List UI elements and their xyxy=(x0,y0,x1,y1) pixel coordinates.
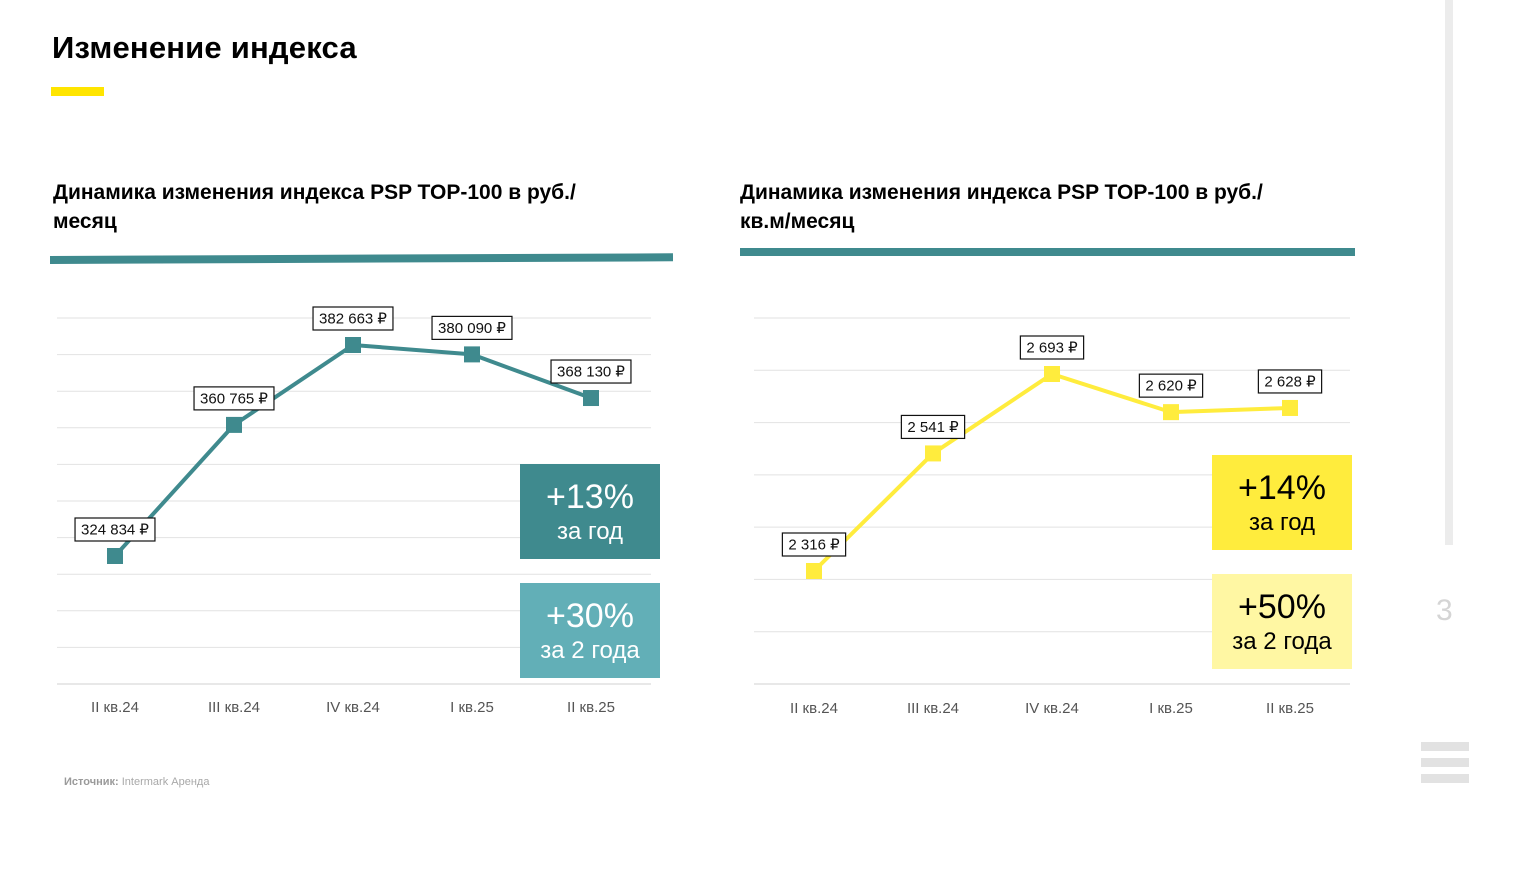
chart-1-point xyxy=(107,548,123,564)
chart-2-data-label: 2 541 ₽ xyxy=(907,419,959,436)
chart-1-data-label: 380 090 ₽ xyxy=(438,320,506,337)
chart-1-data-label-box xyxy=(193,386,275,411)
chart-2-point xyxy=(925,445,941,462)
chart-1-badge-2years-pct: +30% xyxy=(546,596,634,635)
chart-2-badge-year-pct: +14% xyxy=(1238,468,1326,507)
chart-1-point xyxy=(226,416,242,433)
chart-2-data-label: 2 620 ₽ xyxy=(1145,378,1197,395)
chart-2-badge-year-label: за год xyxy=(1248,508,1316,536)
chart-1-point xyxy=(464,346,480,363)
menu-icon[interactable] xyxy=(1421,742,1469,790)
chart-1-data-label-box xyxy=(74,517,156,542)
chart-2-data-label-box xyxy=(1257,369,1323,394)
chart-1-x-tick-label: II кв.25 xyxy=(567,699,615,716)
chart-1-title: Динамика изменения индекса PSP TOP-100 в… xyxy=(53,181,576,233)
chart-1-point xyxy=(345,337,361,353)
chart-1-badge-2years: +30% за 2 года xyxy=(520,583,660,678)
chart-2-badge-2years-pct: +50% xyxy=(1238,587,1326,626)
title-accent-bar xyxy=(51,87,104,96)
chart-2-point xyxy=(1163,404,1179,421)
chart-2-data-label: 2 693 ₽ xyxy=(1026,340,1078,357)
chart-2-point xyxy=(806,563,822,579)
chart-1-badge-2years-label: за 2 года xyxy=(540,636,640,664)
chart-1-badge-year-label: за год xyxy=(556,517,624,545)
page-title: Изменение индекса xyxy=(52,30,357,65)
chart-1-data-label: 360 765 ₽ xyxy=(200,390,268,407)
chart-2-data-label-box xyxy=(900,414,966,440)
chart-2-x-tick-label: IV кв.24 xyxy=(1025,700,1079,717)
chart-2-data-label-box xyxy=(1138,373,1204,398)
source-note: Источник: Intermark Аренда xyxy=(64,776,209,788)
chart-2-data-label-box xyxy=(781,532,847,557)
chart-1-data-label-box xyxy=(312,306,394,331)
chart-1-badge-year-pct: +13% xyxy=(546,477,634,516)
chart-2-x-tick-label: II кв.24 xyxy=(790,700,838,717)
chart-2-x-tick-label: II кв.25 xyxy=(1266,700,1314,717)
chart-2-data-label: 2 628 ₽ xyxy=(1264,373,1316,390)
right-rail xyxy=(1445,0,1453,545)
chart-2-data-label: 2 316 ₽ xyxy=(788,537,840,554)
chart-1-point xyxy=(583,390,599,407)
chart-1-x-tick-label: I кв.25 xyxy=(450,699,494,716)
chart-1-x-tick-label: III кв.24 xyxy=(208,699,260,716)
chart-2-point xyxy=(1282,399,1298,416)
chart-2-point xyxy=(1044,366,1060,382)
source-value: Intermark Аренда xyxy=(121,776,210,788)
chart-2-rule xyxy=(740,248,1355,256)
page-number: 3 xyxy=(1436,594,1453,627)
chart-1-data-label: 382 663 ₽ xyxy=(319,311,387,328)
chart-1-x-tick-label: II кв.24 xyxy=(91,699,139,716)
chart-1-data-label: 324 834 ₽ xyxy=(81,522,149,539)
source-label: Источник: xyxy=(64,776,119,788)
chart-1-x-tick-label: IV кв.24 xyxy=(326,699,380,716)
chart-1-data-label-box xyxy=(550,359,632,384)
chart-2-badge-2years-label: за 2 года xyxy=(1232,627,1332,655)
chart-2-x-tick-label: III кв.24 xyxy=(907,700,959,717)
chart-1-data-label: 368 130 ₽ xyxy=(557,364,625,381)
chart-1-badge-year: +13% за год xyxy=(520,464,660,559)
chart-1-data-label-box xyxy=(431,315,513,340)
chart-2-badge-year: +14% за год xyxy=(1212,455,1352,550)
chart-2-badge-2years: +50% за 2 года xyxy=(1212,574,1352,669)
chart-2-data-label-box xyxy=(1019,335,1085,360)
chart-2-title: Динамика изменения индекса PSP TOP-100 в… xyxy=(740,181,1263,233)
chart-2-x-tick-label: I кв.25 xyxy=(1149,700,1193,717)
